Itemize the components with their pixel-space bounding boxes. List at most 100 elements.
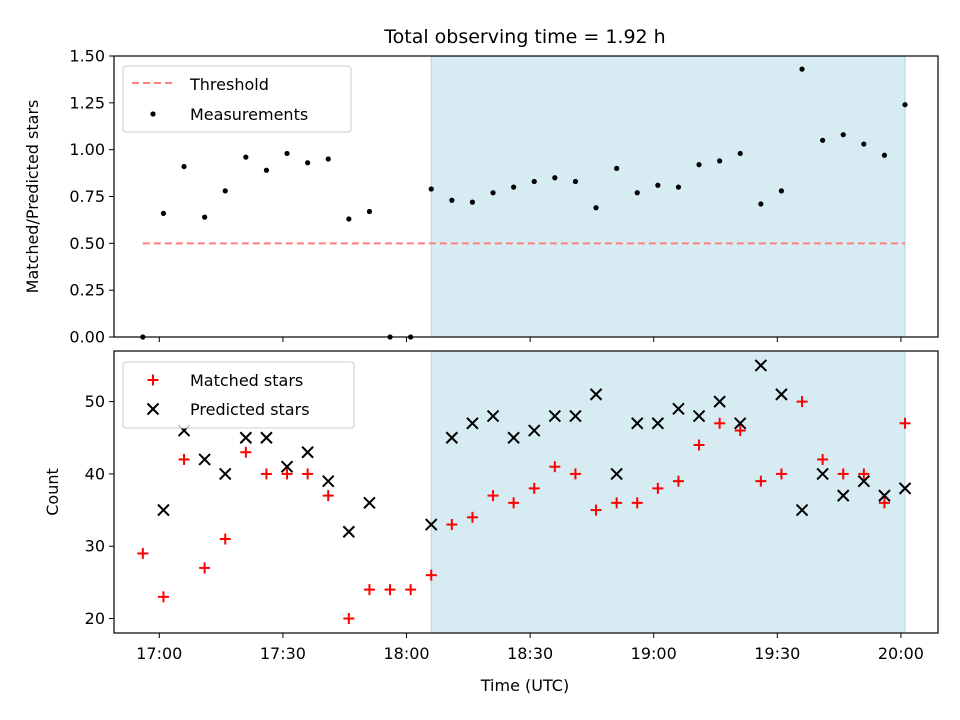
predicted-point [466, 417, 479, 430]
top-y-tick-label: 1.50 [69, 47, 105, 66]
chart-title: Total observing time = 1.92 h [383, 26, 665, 48]
measurement-point [881, 152, 888, 158]
measurement-point [511, 184, 517, 190]
measurement-point [861, 141, 867, 147]
measurement-point [696, 162, 702, 168]
measurement-point [820, 137, 826, 143]
legend-predicted-swatch [146, 402, 160, 416]
measurement-point [325, 156, 331, 162]
x-tick-label: 17:00 [136, 644, 182, 663]
bottom-y-axis-label: Count [43, 468, 62, 516]
bottom-y-tick-label: 50 [85, 392, 105, 411]
measurement-point [469, 199, 476, 205]
measurement-point [284, 150, 290, 157]
bottom-highlight-span [430, 350, 906, 634]
measurement-point [572, 178, 579, 185]
measurement-point [428, 186, 434, 192]
predicted-point [486, 409, 500, 423]
predicted-point [342, 525, 356, 538]
top-y-tick-label: 0.50 [69, 234, 105, 253]
predicted-point [157, 503, 170, 517]
bottom-y-ticks: 20 30 40 50 [85, 392, 114, 628]
matched-point [631, 497, 643, 509]
x-tick-label: 19:30 [754, 644, 800, 663]
predicted-point [692, 409, 706, 423]
predicted-point [589, 388, 603, 401]
legend-threshold-label: Threshold [189, 75, 269, 94]
predicted-point [816, 467, 829, 481]
matched-point [775, 468, 787, 480]
matched-point [384, 584, 396, 596]
matched-point [899, 417, 911, 429]
predicted-point [631, 417, 644, 430]
measurement-points [140, 66, 908, 340]
measurement-point [675, 184, 682, 190]
matched-point [281, 468, 293, 480]
matched-point [343, 613, 355, 625]
matched-point [858, 468, 870, 480]
x-tick-label: 18:00 [383, 644, 429, 663]
predicted-point [548, 409, 562, 423]
matched-point [240, 446, 252, 458]
top-y-tick-label: 1.00 [69, 140, 105, 159]
bottom-y-tick-label: 40 [85, 464, 105, 483]
top-legend-box [122, 65, 352, 133]
matched-point [878, 497, 890, 509]
measurement-point [346, 216, 352, 222]
ratio-panel: 0.00 0.25 0.50 0.75 1.00 1.25 1.50 Matched/Pre… [23, 47, 939, 347]
measurement-point [531, 178, 537, 185]
predicted-point [363, 496, 376, 510]
measurement-point [840, 132, 846, 138]
measurement-point [758, 201, 764, 207]
top-x-ticks [158, 337, 902, 342]
legend-cross-marker [146, 402, 160, 416]
predicted-point [610, 467, 623, 481]
matched-point [363, 584, 375, 596]
bottom-legend-box [122, 361, 355, 429]
measurement-point [243, 154, 249, 160]
predicted-point [322, 474, 335, 488]
predicted-point [569, 409, 582, 423]
predicted-point [857, 474, 871, 488]
measurement-point [181, 163, 187, 170]
x-tick-label: 17:30 [260, 644, 306, 663]
count-panel: 20 30 40 50 17:00 17:30 18:00 18:30 19:00 19:30 2… [43, 350, 939, 695]
matched-point [817, 453, 829, 465]
legend-measurement-swatch [150, 111, 156, 117]
predicted-point [837, 489, 850, 502]
bottom-legend: Matched stars Predicted stars [122, 361, 355, 429]
x-tick-label: 20:00 [878, 644, 924, 663]
matched-point [425, 569, 437, 581]
top-axes-frame [113, 55, 939, 338]
measurement-point [902, 102, 908, 108]
matched-point [569, 468, 581, 480]
predicted-point [260, 431, 273, 444]
predicted-point [528, 424, 541, 437]
matched-point [528, 482, 540, 494]
matched-point [199, 562, 211, 574]
predicted-point [301, 446, 314, 459]
matched-point [487, 490, 499, 502]
top-legend: Threshold Measurements [122, 65, 352, 133]
measurement-point [614, 165, 620, 171]
x-tick-label: 19:00 [631, 644, 677, 663]
matched-point [260, 468, 272, 480]
matched-point [796, 396, 808, 408]
measurement-point [655, 182, 661, 188]
matched-point [466, 511, 478, 523]
predicted-point [239, 431, 253, 444]
measurement-point [222, 188, 228, 194]
top-y-tick-label: 0.00 [69, 328, 105, 347]
predicted-point [713, 395, 726, 408]
matched-point [590, 504, 602, 516]
top-y-tick-label: 0.75 [69, 187, 105, 206]
top-highlight-span [430, 55, 906, 338]
top-y-tick-label: 0.25 [69, 281, 105, 300]
legend-matched-swatch [147, 374, 159, 386]
measurement-point [263, 167, 270, 173]
x-axis-label: Time (UTC) [480, 676, 569, 695]
matched-point [755, 475, 767, 487]
matched-point [734, 425, 746, 437]
predicted-point [775, 388, 788, 401]
